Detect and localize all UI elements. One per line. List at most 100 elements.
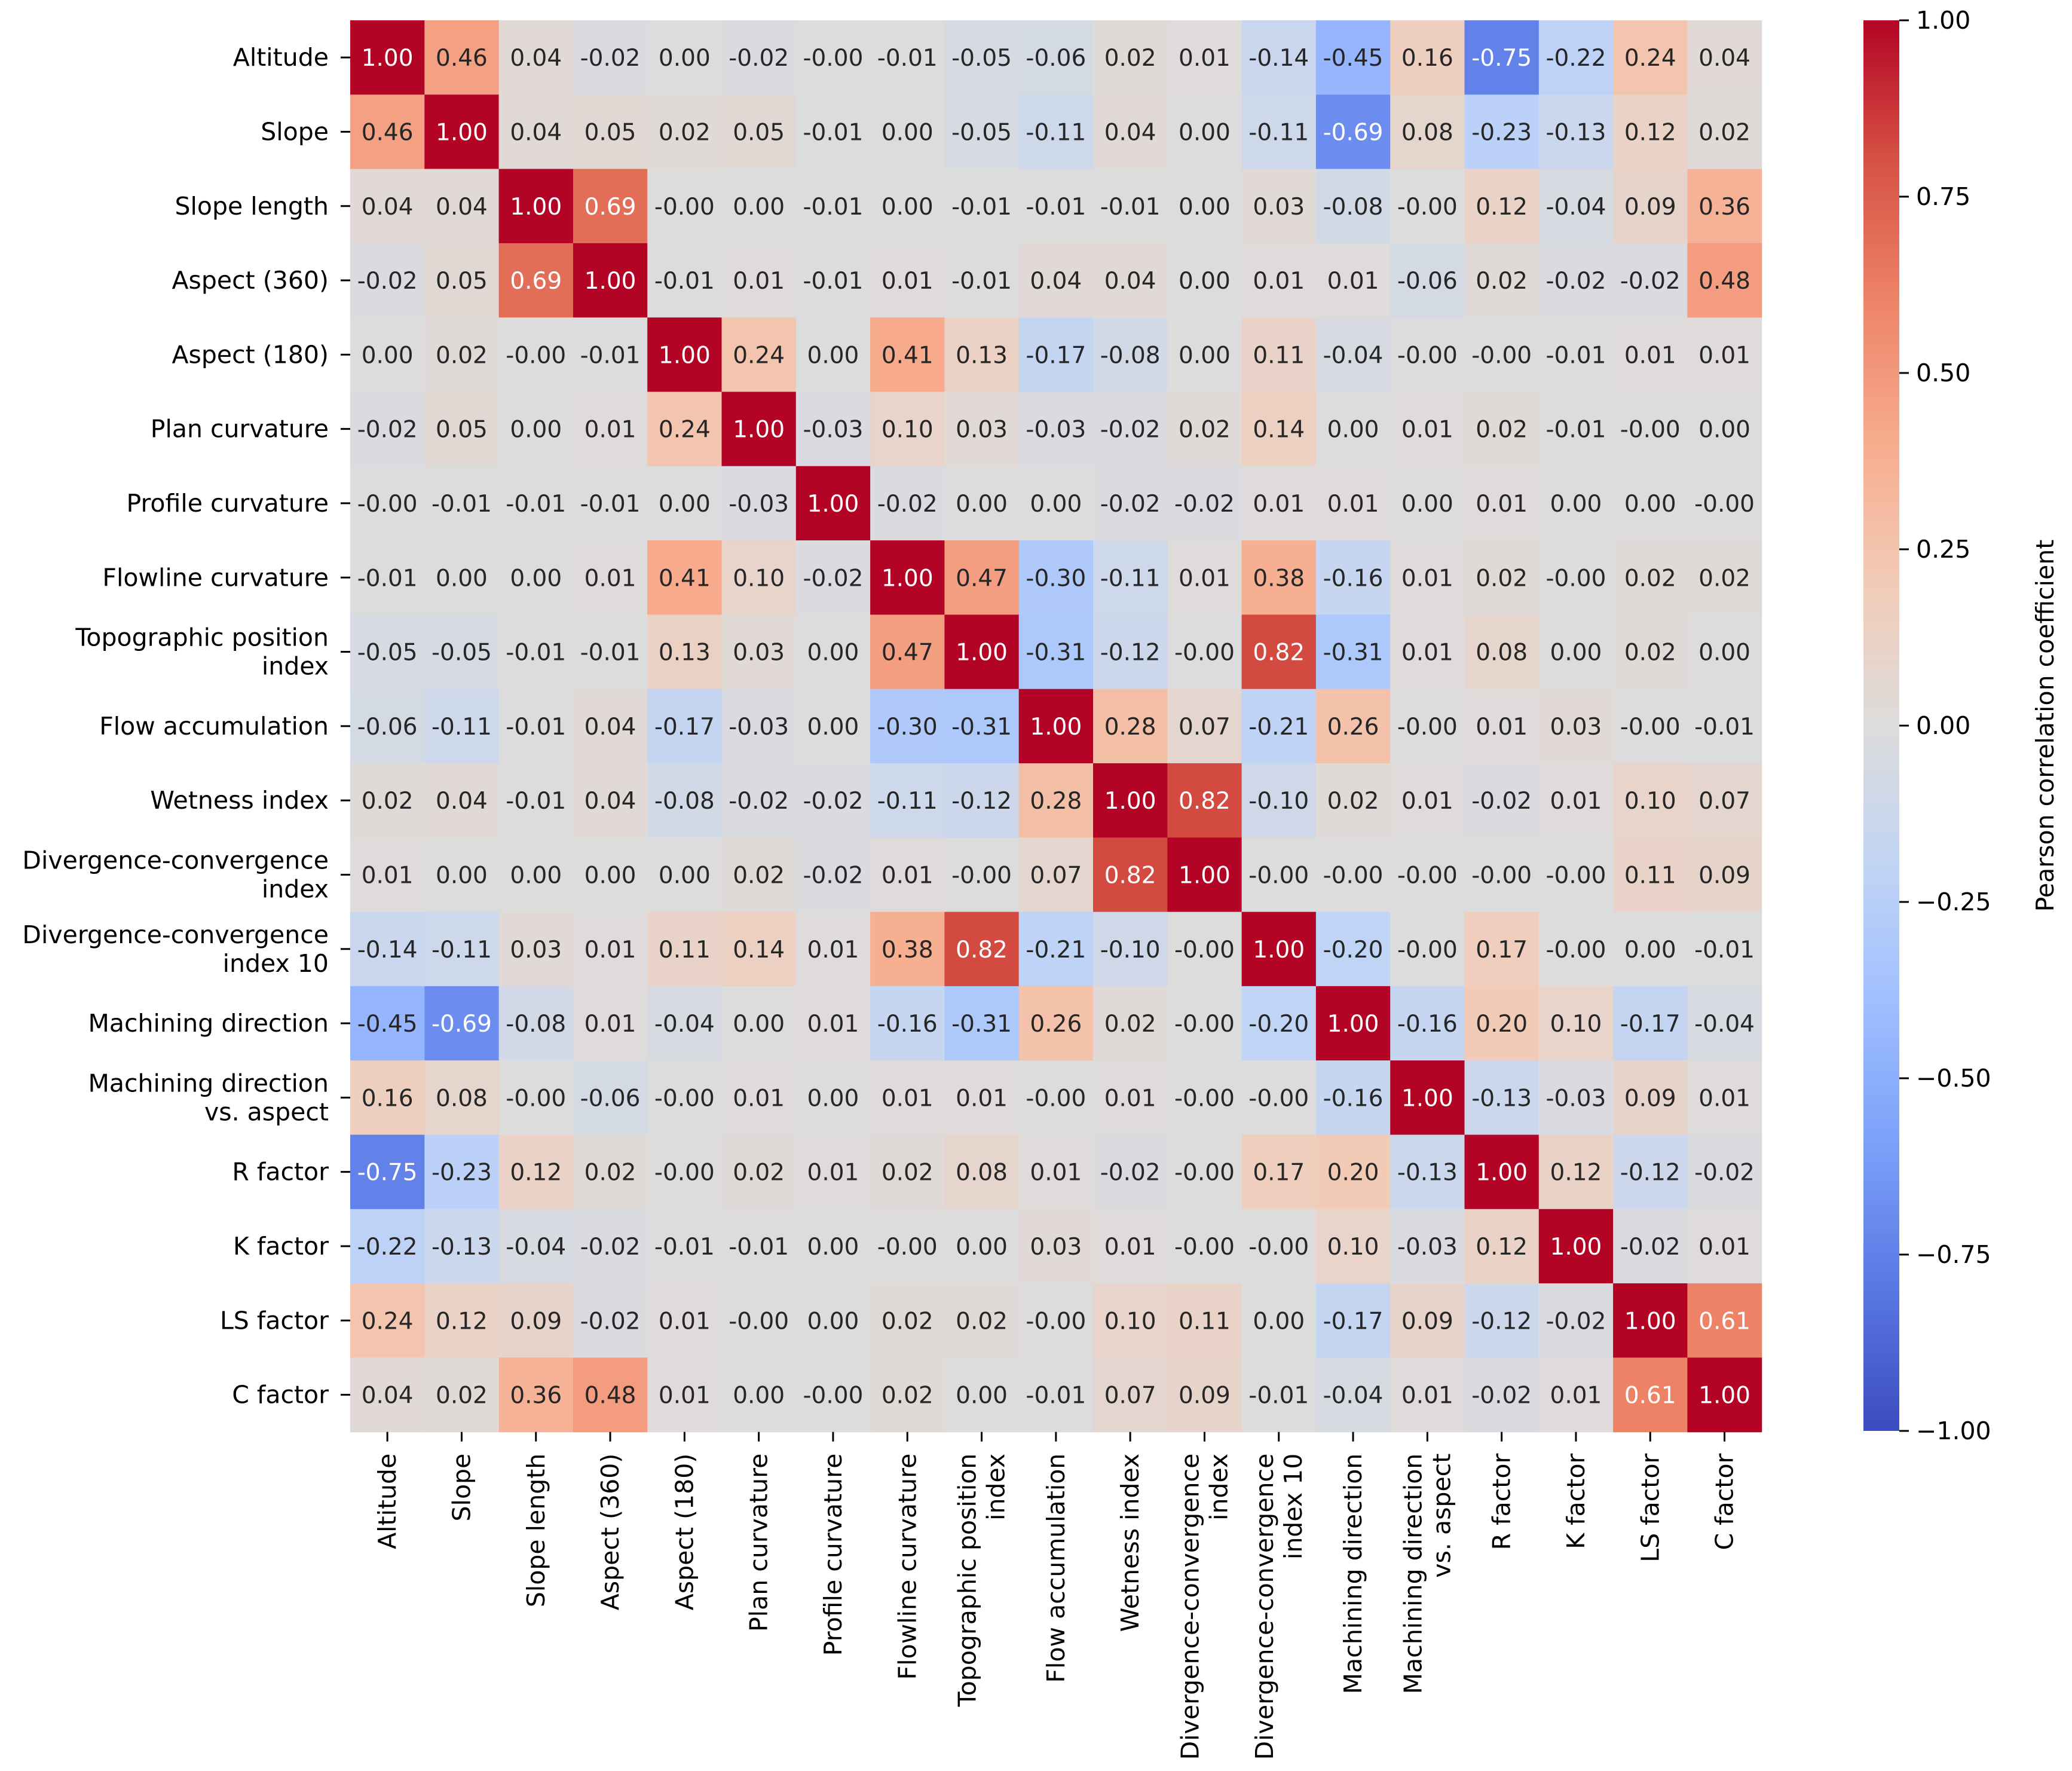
heatmap-cell — [647, 1134, 723, 1210]
heatmap-cell — [647, 466, 723, 541]
heatmap-cell — [1687, 94, 1762, 170]
cell-value-label: -0.03 — [803, 417, 863, 443]
cell-value-label: -0.01 — [580, 342, 641, 369]
cell-value-label: 0.02 — [1104, 45, 1156, 72]
cell-value-label: -0.69 — [1323, 119, 1384, 146]
heatmap-cell — [1018, 169, 1094, 244]
heatmap-cell — [1018, 243, 1094, 318]
heatmap-cell — [795, 689, 871, 764]
heatmap-cell — [944, 1134, 1020, 1210]
cell-value-label: -0.02 — [1545, 268, 1606, 295]
heatmap-cell — [1538, 540, 1614, 615]
heatmap-cell — [424, 317, 500, 393]
heatmap-cell — [1093, 20, 1168, 95]
cell-value-label: 0.69 — [510, 268, 562, 295]
cell-value-label: 0.00 — [807, 714, 859, 741]
cell-value-label: -0.02 — [580, 45, 641, 72]
heatmap-cell — [573, 986, 648, 1061]
cell-value-label: 0.07 — [1104, 1382, 1156, 1409]
cell-value-label: -0.02 — [1174, 491, 1235, 518]
cell-value-label: 0.02 — [362, 788, 414, 815]
column-label: Machining direction — [1398, 1454, 1427, 1694]
cell-value-label: 0.01 — [1401, 417, 1453, 443]
cell-value-label: 0.00 — [362, 342, 414, 369]
cell-value-label: -0.05 — [357, 640, 418, 666]
heatmap-cell — [1241, 763, 1317, 838]
cell-value-label: 0.26 — [1030, 1011, 1082, 1038]
column-label: Altitude — [373, 1454, 402, 1549]
heatmap-cell — [944, 540, 1020, 615]
cell-value-label: 0.03 — [733, 640, 785, 666]
heatmap-cell — [1093, 1283, 1168, 1358]
cell-value-label: 0.12 — [1550, 1160, 1602, 1186]
heatmap-cell — [944, 1283, 1020, 1358]
row-labels: Altitude Slope Slope length Aspect (360) Asp… — [22, 43, 350, 1409]
heatmap-cell — [573, 763, 648, 838]
cell-value-label: 0.41 — [882, 342, 934, 369]
heatmap-cell — [721, 243, 797, 318]
heatmap-cell — [350, 837, 425, 913]
cell-value-label: 0.82 — [1104, 862, 1156, 889]
cell-value-label: 0.26 — [1327, 714, 1379, 741]
heatmap-cell — [795, 763, 871, 838]
heatmap-cell — [795, 1209, 871, 1284]
heatmap-cell — [1167, 1357, 1242, 1433]
cell-value-label: 0.24 — [659, 417, 711, 443]
cell-value-label: -0.23 — [431, 1160, 492, 1186]
cell-value-label: 0.01 — [1698, 342, 1750, 369]
cell-value-label: -0.12 — [951, 788, 1012, 815]
heatmap-cell — [1464, 1357, 1540, 1433]
cell-value-label: 0.82 — [956, 937, 1008, 964]
heatmap-cell — [1241, 94, 1317, 170]
cell-value-label: 0.02 — [882, 1382, 934, 1409]
heatmap-cell — [1613, 20, 1688, 95]
heatmap-cell — [647, 614, 723, 690]
heatmap-cell — [647, 1209, 723, 1284]
heatmap-cell — [647, 243, 723, 318]
cell-value-label: 0.01 — [1476, 491, 1528, 518]
heatmap-cell — [1613, 540, 1688, 615]
cell-value-label: 0.10 — [882, 417, 934, 443]
heatmap-cell — [1315, 169, 1391, 244]
cell-value-label: 0.01 — [1401, 788, 1453, 815]
cell-value-label: -0.13 — [1397, 1160, 1458, 1186]
cell-value-label: -0.13 — [1471, 1085, 1532, 1112]
heatmap-cell — [1093, 94, 1168, 170]
cell-value-label: -0.22 — [357, 1234, 418, 1261]
heatmap-cell — [498, 912, 574, 987]
heatmap-cell — [1241, 837, 1317, 913]
heatmap-cell — [424, 614, 500, 690]
cell-value-label: -0.00 — [1026, 1085, 1086, 1112]
heatmap-cell — [1538, 986, 1614, 1061]
column-labels: Altitude Slope Slope length Aspect (360) Asp… — [373, 1432, 1739, 1760]
heatmap-cell — [1687, 1209, 1762, 1284]
cell-value-label: -0.02 — [1471, 1382, 1532, 1409]
heatmap-cell — [870, 1357, 945, 1433]
cell-value-label: 0.01 — [882, 268, 934, 295]
cell-value-label: -0.00 — [357, 491, 418, 518]
cell-value-label: -0.06 — [1397, 268, 1458, 295]
heatmap-cell — [1687, 243, 1762, 318]
heatmap-cell — [647, 763, 723, 838]
colorbar-tick-label: −0.50 — [1916, 1064, 1991, 1093]
heatmap-cell — [1464, 1060, 1540, 1136]
cell-value-label: 0.00 — [882, 194, 934, 221]
cell-value-label: 0.04 — [362, 1382, 414, 1409]
heatmap-cell — [1687, 1060, 1762, 1136]
cell-value-label: -0.23 — [1471, 119, 1532, 146]
row-label: C factor — [232, 1381, 329, 1409]
heatmap-cell — [1687, 763, 1762, 838]
heatmap-cell — [1315, 466, 1391, 541]
heatmap-cell — [1315, 614, 1391, 690]
cell-value-label: -0.01 — [1545, 417, 1606, 443]
column-label: vs. aspect — [1427, 1454, 1456, 1578]
heatmap-cell — [1390, 763, 1465, 838]
heatmap-cell — [1018, 1209, 1094, 1284]
cell-value-label: 0.00 — [807, 1085, 859, 1112]
row-label: Divergence-convergence — [22, 920, 329, 949]
heatmap-cell — [721, 1283, 797, 1358]
colorbar-tick-label: 0.25 — [1916, 535, 1970, 564]
cell-value-label: 1.00 — [510, 194, 562, 221]
heatmap-cell — [1687, 837, 1762, 913]
heatmap-cell — [1018, 837, 1094, 913]
